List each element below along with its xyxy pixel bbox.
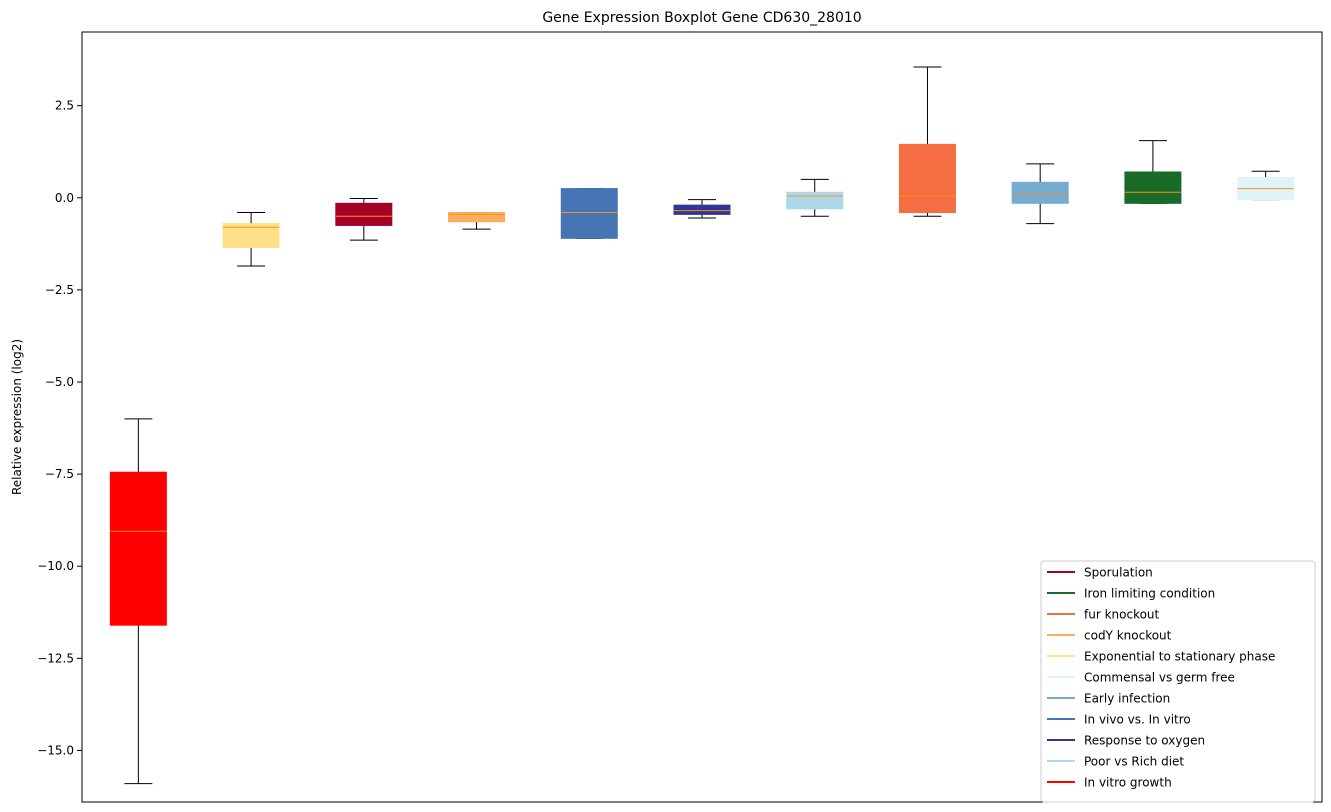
legend: Sporulation Iron limiting condition fur kn… bbox=[1040, 560, 1316, 803]
y-tick-label: −10.0 bbox=[37, 559, 74, 573]
legend-label: In vitro growth bbox=[1084, 776, 1172, 790]
box bbox=[222, 223, 280, 249]
box-group bbox=[1124, 140, 1182, 204]
legend-frame bbox=[1040, 560, 1316, 803]
legend-entry: In vitro growth bbox=[1047, 776, 1172, 790]
legend-entry: In vivo vs. In vitro bbox=[1047, 713, 1191, 727]
box bbox=[1011, 181, 1069, 204]
legend-label: Response to oxygen bbox=[1084, 734, 1205, 748]
legend-label: Sporulation bbox=[1084, 566, 1153, 580]
box bbox=[109, 471, 167, 626]
y-axis-label: Relative expression (log2) bbox=[10, 339, 24, 495]
legend-entry: Response to oxygen bbox=[1047, 734, 1205, 748]
y-tick-label: −2.5 bbox=[45, 283, 74, 297]
legend-entry: Early infection bbox=[1047, 692, 1170, 706]
box-group bbox=[673, 199, 731, 219]
chart-title: Gene Expression Boxplot Gene CD630_28010 bbox=[542, 10, 861, 26]
legend-label: In vivo vs. In vitro bbox=[1084, 713, 1191, 727]
legend-entry: Exponential to stationary phase bbox=[1047, 650, 1275, 664]
box-group bbox=[335, 198, 393, 241]
box bbox=[448, 212, 506, 223]
box-group bbox=[448, 212, 506, 230]
legend-entry: fur knockout bbox=[1047, 608, 1160, 622]
legend-label: fur knockout bbox=[1084, 608, 1160, 622]
y-tick-label: 2.5 bbox=[55, 99, 74, 113]
box bbox=[335, 202, 393, 226]
y-axis: 2.5 0.0 −2.5 −5.0 −7.5 −10.0 −12.5 −15.0 bbox=[37, 99, 82, 757]
box-group bbox=[560, 188, 618, 239]
legend-entry: Sporulation bbox=[1047, 566, 1153, 580]
box bbox=[786, 191, 844, 210]
legend-label: Iron limiting condition bbox=[1084, 587, 1215, 601]
legend-label: Early infection bbox=[1084, 692, 1170, 706]
box-group bbox=[898, 66, 956, 217]
y-tick-label: −7.5 bbox=[45, 467, 74, 481]
legend-entry: Commensal vs germ free bbox=[1047, 671, 1235, 685]
box-group bbox=[1237, 170, 1295, 201]
y-tick-label: −5.0 bbox=[45, 375, 74, 389]
box-group bbox=[222, 212, 280, 267]
box-group bbox=[1011, 163, 1069, 225]
legend-label: Commensal vs germ free bbox=[1084, 671, 1235, 685]
box bbox=[898, 143, 956, 214]
box bbox=[673, 204, 731, 215]
legend-label: Poor vs Rich diet bbox=[1084, 755, 1184, 769]
plot-area bbox=[81, 31, 1323, 803]
box-group bbox=[786, 178, 844, 217]
plot-frame bbox=[81, 31, 1323, 803]
legend-entry: Poor vs Rich diet bbox=[1047, 755, 1184, 769]
box-group bbox=[109, 418, 167, 785]
y-tick-label: 0.0 bbox=[55, 191, 74, 205]
y-tick-label: −12.5 bbox=[37, 651, 74, 665]
y-tick-label: −15.0 bbox=[37, 743, 74, 757]
legend-entry: codY knockout bbox=[1047, 629, 1172, 643]
legend-label: codY knockout bbox=[1084, 629, 1172, 643]
legend-entry: Iron limiting condition bbox=[1047, 587, 1215, 601]
box bbox=[560, 188, 618, 239]
box bbox=[1124, 171, 1182, 204]
legend-label: Exponential to stationary phase bbox=[1084, 650, 1275, 664]
